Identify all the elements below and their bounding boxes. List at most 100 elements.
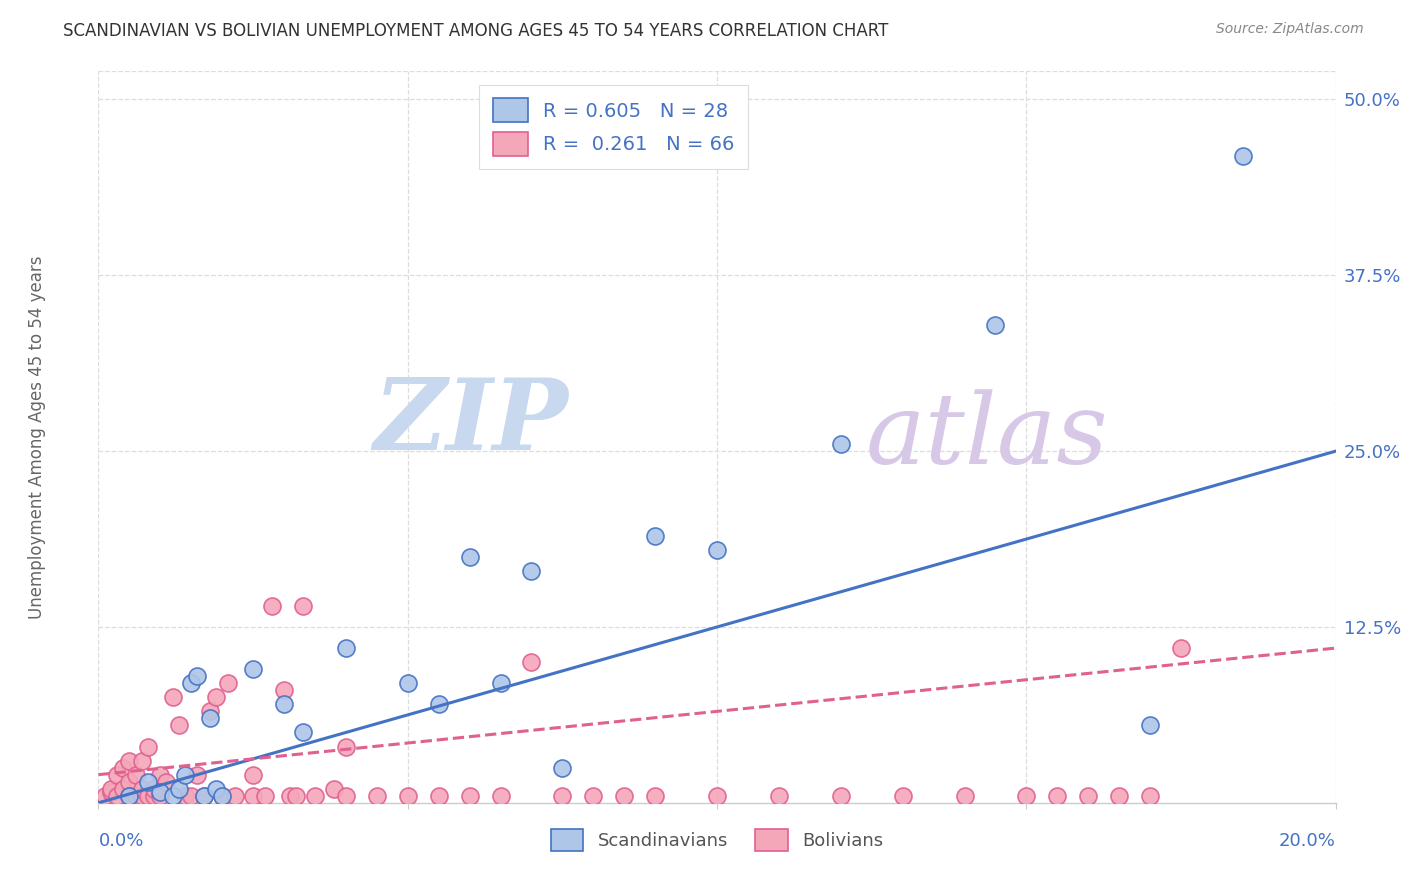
Point bbox=[143, 781, 166, 796]
Point bbox=[180, 789, 202, 803]
Point bbox=[167, 781, 190, 796]
Point bbox=[830, 789, 852, 803]
Text: Unemployment Among Ages 45 to 54 years: Unemployment Among Ages 45 to 54 years bbox=[28, 255, 45, 619]
Text: atlas: atlas bbox=[866, 390, 1108, 484]
Point bbox=[211, 789, 233, 803]
Point bbox=[118, 789, 141, 803]
Point bbox=[198, 705, 221, 719]
Point bbox=[180, 676, 202, 690]
Point bbox=[211, 789, 233, 803]
Point bbox=[124, 767, 146, 781]
Point bbox=[335, 739, 357, 754]
Point bbox=[118, 774, 141, 789]
Point bbox=[136, 789, 159, 803]
Point bbox=[193, 789, 215, 803]
Point bbox=[891, 789, 914, 803]
Point bbox=[830, 437, 852, 451]
Point bbox=[162, 690, 184, 705]
Point bbox=[285, 789, 308, 803]
Point bbox=[198, 711, 221, 725]
Point bbox=[167, 718, 190, 732]
Text: SCANDINAVIAN VS BOLIVIAN UNEMPLOYMENT AMONG AGES 45 TO 54 YEARS CORRELATION CHAR: SCANDINAVIAN VS BOLIVIAN UNEMPLOYMENT AM… bbox=[63, 22, 889, 40]
Point bbox=[124, 789, 146, 803]
Point bbox=[582, 789, 605, 803]
Point bbox=[273, 683, 295, 698]
Point bbox=[1077, 789, 1099, 803]
Point bbox=[278, 789, 301, 803]
Point bbox=[427, 698, 450, 712]
Point bbox=[1108, 789, 1130, 803]
Point bbox=[174, 767, 197, 781]
Point bbox=[118, 754, 141, 768]
Point bbox=[706, 542, 728, 557]
Point bbox=[136, 739, 159, 754]
Point bbox=[1046, 789, 1069, 803]
Point bbox=[118, 789, 141, 803]
Point bbox=[112, 761, 135, 775]
Point bbox=[304, 789, 326, 803]
Point bbox=[186, 767, 208, 781]
Point bbox=[644, 528, 666, 542]
Point bbox=[136, 774, 159, 789]
Point bbox=[613, 789, 636, 803]
Point bbox=[254, 789, 277, 803]
Point bbox=[768, 789, 790, 803]
Text: ZIP: ZIP bbox=[374, 375, 568, 471]
Point bbox=[644, 789, 666, 803]
Point bbox=[100, 784, 122, 798]
Text: Source: ZipAtlas.com: Source: ZipAtlas.com bbox=[1216, 22, 1364, 37]
Point bbox=[149, 784, 172, 798]
Point bbox=[335, 789, 357, 803]
Point bbox=[489, 676, 512, 690]
Point bbox=[260, 599, 283, 613]
Point bbox=[489, 789, 512, 803]
Point bbox=[366, 789, 388, 803]
Point bbox=[551, 761, 574, 775]
Point bbox=[242, 662, 264, 676]
Point bbox=[335, 641, 357, 656]
Text: 0.0%: 0.0% bbox=[98, 832, 143, 850]
Point bbox=[706, 789, 728, 803]
Point bbox=[131, 781, 153, 796]
Point bbox=[520, 564, 543, 578]
Point bbox=[105, 789, 128, 803]
Point bbox=[93, 789, 115, 803]
Point bbox=[205, 690, 228, 705]
Point bbox=[551, 789, 574, 803]
Point bbox=[520, 655, 543, 669]
Point bbox=[174, 789, 197, 803]
Point bbox=[149, 789, 172, 803]
Point bbox=[1015, 789, 1038, 803]
Point bbox=[112, 781, 135, 796]
Point bbox=[984, 318, 1007, 332]
Point bbox=[953, 789, 976, 803]
Point bbox=[186, 669, 208, 683]
Point bbox=[322, 781, 344, 796]
Point bbox=[242, 767, 264, 781]
Point bbox=[291, 725, 314, 739]
Point bbox=[273, 698, 295, 712]
Point bbox=[1170, 641, 1192, 656]
Point bbox=[458, 549, 481, 564]
Point bbox=[242, 789, 264, 803]
Point bbox=[131, 754, 153, 768]
Point bbox=[205, 781, 228, 796]
Point bbox=[396, 789, 419, 803]
Point bbox=[155, 774, 177, 789]
Point bbox=[217, 676, 239, 690]
Point bbox=[1139, 789, 1161, 803]
Text: 20.0%: 20.0% bbox=[1279, 832, 1336, 850]
Point bbox=[291, 599, 314, 613]
Point bbox=[149, 767, 172, 781]
Point bbox=[224, 789, 246, 803]
Point bbox=[100, 781, 122, 796]
Legend: Scandinavians, Bolivians: Scandinavians, Bolivians bbox=[538, 816, 896, 863]
Point bbox=[193, 789, 215, 803]
Point bbox=[105, 767, 128, 781]
Point bbox=[396, 676, 419, 690]
Point bbox=[1232, 149, 1254, 163]
Point bbox=[458, 789, 481, 803]
Point bbox=[1139, 718, 1161, 732]
Point bbox=[143, 789, 166, 803]
Point bbox=[162, 789, 184, 803]
